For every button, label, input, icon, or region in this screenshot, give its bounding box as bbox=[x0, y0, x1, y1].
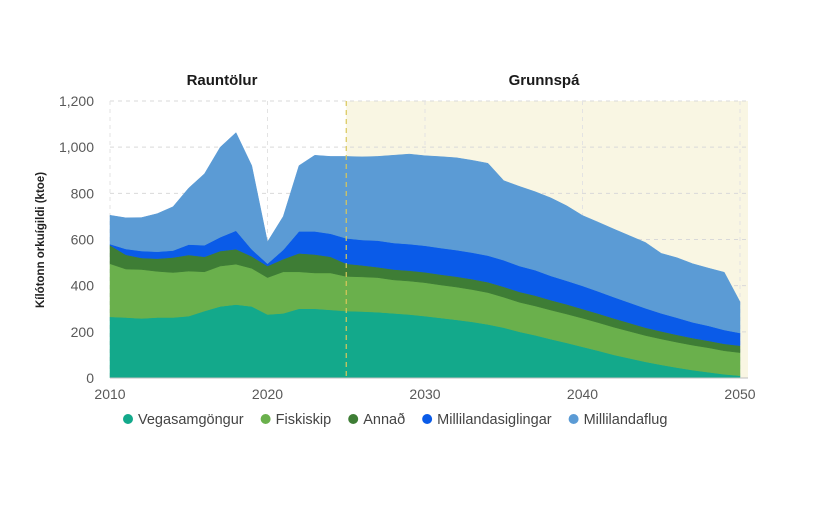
legend-swatch bbox=[123, 414, 133, 424]
legend-label: Annað bbox=[363, 412, 405, 428]
legend-item-vegasamgöngur: Vegasamgöngur bbox=[123, 412, 244, 428]
legend: Vegasamgöngur Fiskiskip Annað Millilandasig… bbox=[123, 412, 667, 428]
x-tick-label: 2030 bbox=[409, 386, 440, 402]
area-millilandaflug bbox=[109, 132, 741, 334]
y-tick-label: 1,200 bbox=[59, 93, 94, 109]
y-tick-label: 800 bbox=[71, 185, 95, 201]
legend-swatch bbox=[348, 414, 359, 424]
period-label-forecast: Grunnspá bbox=[509, 72, 580, 89]
legend-swatch bbox=[260, 414, 271, 424]
legend-item-annað: Annað bbox=[348, 412, 405, 428]
legend-label: Vegasamgöngur bbox=[138, 412, 244, 428]
series-areas bbox=[109, 101, 741, 379]
legend-item-millilandasiglingar: Millilandasiglingar bbox=[422, 412, 552, 428]
y-tick-label: 200 bbox=[71, 324, 95, 340]
x-tick-label: 2050 bbox=[724, 386, 755, 402]
y-axis-title: Kílótonn orkuígildi (ktoe) bbox=[35, 172, 47, 308]
x-tick-label: 2020 bbox=[252, 386, 283, 402]
legend-label: Millilandasiglingar bbox=[437, 412, 552, 428]
period-labels: Rauntölur Grunnspá bbox=[187, 72, 580, 89]
y-tick-label: 600 bbox=[71, 232, 95, 248]
x-tick-label: 2040 bbox=[567, 386, 598, 402]
y-tick-label: 0 bbox=[86, 370, 94, 386]
x-tick-label: 2010 bbox=[94, 386, 125, 402]
legend-label: Millilandaflug bbox=[584, 412, 668, 428]
legend-label: Fiskiskip bbox=[276, 412, 332, 428]
legend-swatch bbox=[568, 414, 579, 424]
y-tick-label: 1,000 bbox=[59, 139, 94, 155]
legend-swatch bbox=[422, 414, 433, 424]
y-tick-label: 400 bbox=[71, 278, 95, 294]
axes: 0 200 400 600 800 1,000 1,200 2010 2020 2030 2040 2… bbox=[59, 93, 756, 402]
period-label-actual: Rauntölur bbox=[187, 72, 258, 89]
legend-item-fiskiskip: Fiskiskip bbox=[260, 412, 332, 428]
legend-item-millilandaflug: Millilandaflug bbox=[568, 412, 668, 428]
